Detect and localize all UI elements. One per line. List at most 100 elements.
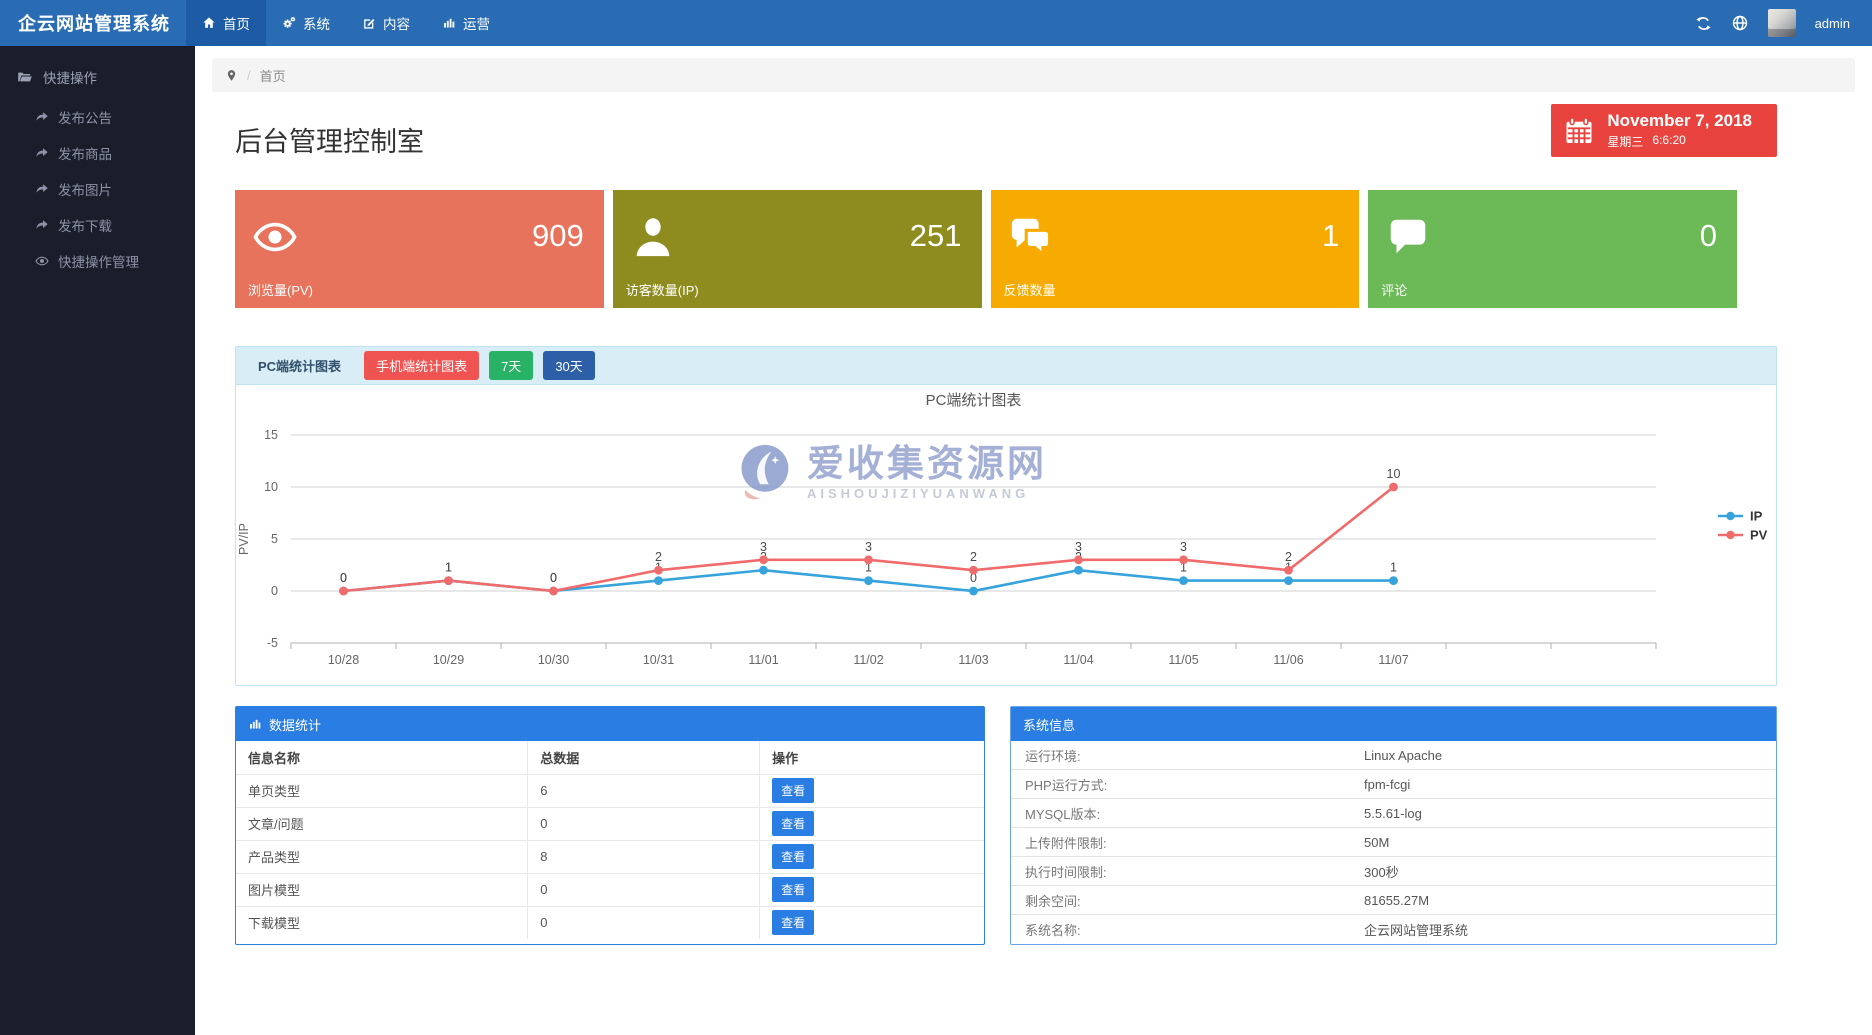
sidebar-item[interactable]: 发布下载: [0, 207, 195, 243]
svg-text:PV/IP: PV/IP: [237, 523, 251, 555]
info-value: fpm-fcgi: [1364, 776, 1411, 792]
system-info-panel: 系统信息 运行环境: Linux Apache PHP运行方式: fpm-fcgi…: [1010, 706, 1777, 945]
stat-value: 251: [909, 218, 962, 253]
svg-text:IP: IP: [1750, 509, 1763, 524]
share-icon: [35, 146, 49, 160]
sidebar: 快捷操作 发布公告发布商品发布图片 发布下载快捷操作管理: [0, 46, 195, 1035]
eye-icon: [252, 214, 298, 260]
top-navbar: 企云网站管理系统 首页 系统 内容 运营 admin: [0, 0, 1872, 46]
comment-icon: [1385, 214, 1431, 260]
data-stats-panel: 数据统计 信息名称 总数据 操作 单页类型 6 查看 文章/问题 0 查看 产品类型 8…: [235, 706, 985, 945]
info-name-cell: 下载模型: [236, 905, 529, 939]
view-button[interactable]: 查看: [772, 778, 815, 803]
svg-text:PV: PV: [1750, 528, 1768, 543]
svg-text:10/29: 10/29: [433, 653, 464, 667]
stat-card-2[interactable]: 1 反馈数量: [990, 190, 1360, 308]
sidebar-item[interactable]: 发布商品: [0, 135, 195, 171]
edit-icon: [362, 16, 376, 30]
svg-text:10/28: 10/28: [328, 653, 359, 667]
breadcrumb: / 首页: [212, 58, 1855, 92]
nav-item-label: 运营: [463, 17, 490, 32]
sidebar-item[interactable]: 发布公告: [0, 99, 195, 135]
nav-item-label: 首页: [223, 17, 250, 32]
svg-text:3: 3: [1180, 540, 1187, 554]
info-name-cell: 产品类型: [236, 839, 529, 874]
system-info-row: 剩余空间: 81655.27M: [1011, 886, 1776, 915]
svg-text:10/31: 10/31: [643, 653, 674, 667]
avatar[interactable]: [1767, 9, 1796, 37]
info-label: 剩余空间:: [1025, 893, 1081, 909]
breadcrumb-home-link[interactable]: 首页: [259, 68, 286, 84]
svg-text:2: 2: [970, 550, 977, 564]
page-title: 后台管理控制室: [235, 127, 424, 157]
nav-item-home[interactable]: 首页: [186, 0, 266, 46]
info-label: 上传附件限制:: [1025, 835, 1107, 851]
stat-card-1[interactable]: 251 访客数量(IP): [612, 190, 982, 308]
svg-text:0: 0: [340, 571, 347, 585]
data-stats-table: 信息名称 总数据 操作 单页类型 6 查看 文章/问题 0 查看 产品类型 8 查看 图片…: [236, 741, 984, 939]
sidebar-item-label: 发布商品: [58, 147, 112, 162]
breadcrumb-separator: /: [247, 67, 251, 83]
table-row: 图片模型 0 查看: [236, 872, 984, 907]
total-cell: 0: [527, 905, 761, 939]
total-cell: 8: [527, 839, 761, 874]
svg-text:11/04: 11/04: [1063, 653, 1093, 667]
stat-card-3[interactable]: 0 评论: [1368, 190, 1737, 308]
globe-icon[interactable]: [1731, 14, 1749, 32]
view-button[interactable]: 查看: [772, 844, 815, 869]
time-text: 6:6:20: [1652, 133, 1686, 147]
info-label: 运行环境:: [1025, 748, 1081, 764]
chart-body: -5 0 5 10 15 10/28 10/29 10/30 10/31 11/01 11/02 11…: [236, 385, 1776, 685]
chart-panel-header: PC端统计图表 手机端统计图表 7天 30天: [236, 347, 1776, 385]
view-button[interactable]: 查看: [772, 811, 815, 836]
info-value: 企云网站管理系统: [1364, 923, 1469, 938]
bar-chart-icon: [248, 717, 262, 731]
view-button[interactable]: 查看: [772, 877, 815, 902]
info-label: 执行时间限制:: [1025, 864, 1107, 880]
svg-text:2: 2: [1285, 550, 1292, 564]
main-area: / 首页 后台管理控制室: [195, 46, 1872, 1035]
info-name-cell: 图片模型: [236, 872, 529, 907]
info-label: 系统名称:: [1025, 923, 1081, 938]
info-label: MYSQL版本:: [1025, 806, 1101, 822]
range-30days-button[interactable]: 30天: [543, 351, 595, 380]
sidebar-section-quick-ops[interactable]: 快捷操作: [0, 46, 195, 99]
nav-item-gears[interactable]: 系统: [266, 0, 346, 46]
refresh-icon[interactable]: [1695, 15, 1712, 32]
stat-card-0[interactable]: 909 浏览量(PV): [235, 190, 604, 308]
map-pin-icon: [225, 69, 238, 82]
svg-text:10: 10: [264, 480, 278, 494]
svg-text:0: 0: [970, 571, 977, 585]
system-info-row: 上传附件限制: 50M: [1011, 828, 1776, 857]
calendar-icon: [1564, 116, 1594, 146]
table-row: 下载模型 0 查看: [236, 905, 984, 939]
date-widget: November 7, 2018 星期三 6:6:20: [1551, 104, 1777, 157]
svg-text:11/03: 11/03: [958, 653, 988, 667]
tab-pc-stats[interactable]: PC端统计图表: [258, 359, 342, 374]
svg-text:10: 10: [1387, 467, 1401, 481]
sidebar-item-label: 快捷操作管理: [58, 255, 139, 270]
folder-icon: [17, 69, 33, 85]
svg-text:11/06: 11/06: [1273, 653, 1303, 667]
comments-icon: [1008, 214, 1054, 260]
svg-text:-5: -5: [267, 636, 278, 650]
nav-item-bar-chart[interactable]: 运营: [426, 0, 506, 46]
mobile-stats-button[interactable]: 手机端统计图表: [364, 351, 480, 380]
sidebar-item[interactable]: 快捷操作管理: [0, 243, 195, 279]
username[interactable]: admin: [1814, 15, 1850, 31]
nav-item-edit[interactable]: 内容: [346, 0, 426, 46]
table-row: 单页类型 6 查看: [236, 773, 984, 808]
system-info-row: MYSQL版本: 5.5.61-log: [1011, 799, 1776, 828]
svg-text:3: 3: [865, 540, 872, 554]
sidebar-items: 发布公告发布商品发布图片 发布下载快捷操作管理: [0, 99, 195, 279]
range-7days-button[interactable]: 7天: [489, 351, 534, 380]
info-label: PHP运行方式:: [1025, 777, 1108, 793]
sidebar-item[interactable]: 发布图片: [0, 171, 195, 207]
system-info-title: 系统信息: [1023, 717, 1076, 733]
sidebar-section-label: 快捷操作: [43, 71, 97, 86]
total-cell: 6: [527, 773, 761, 808]
view-button[interactable]: 查看: [772, 910, 815, 936]
system-info-rows: 运行环境: Linux Apache PHP运行方式: fpm-fcgi MYSQL…: [1011, 741, 1776, 944]
nav-item-label: 内容: [383, 17, 410, 32]
